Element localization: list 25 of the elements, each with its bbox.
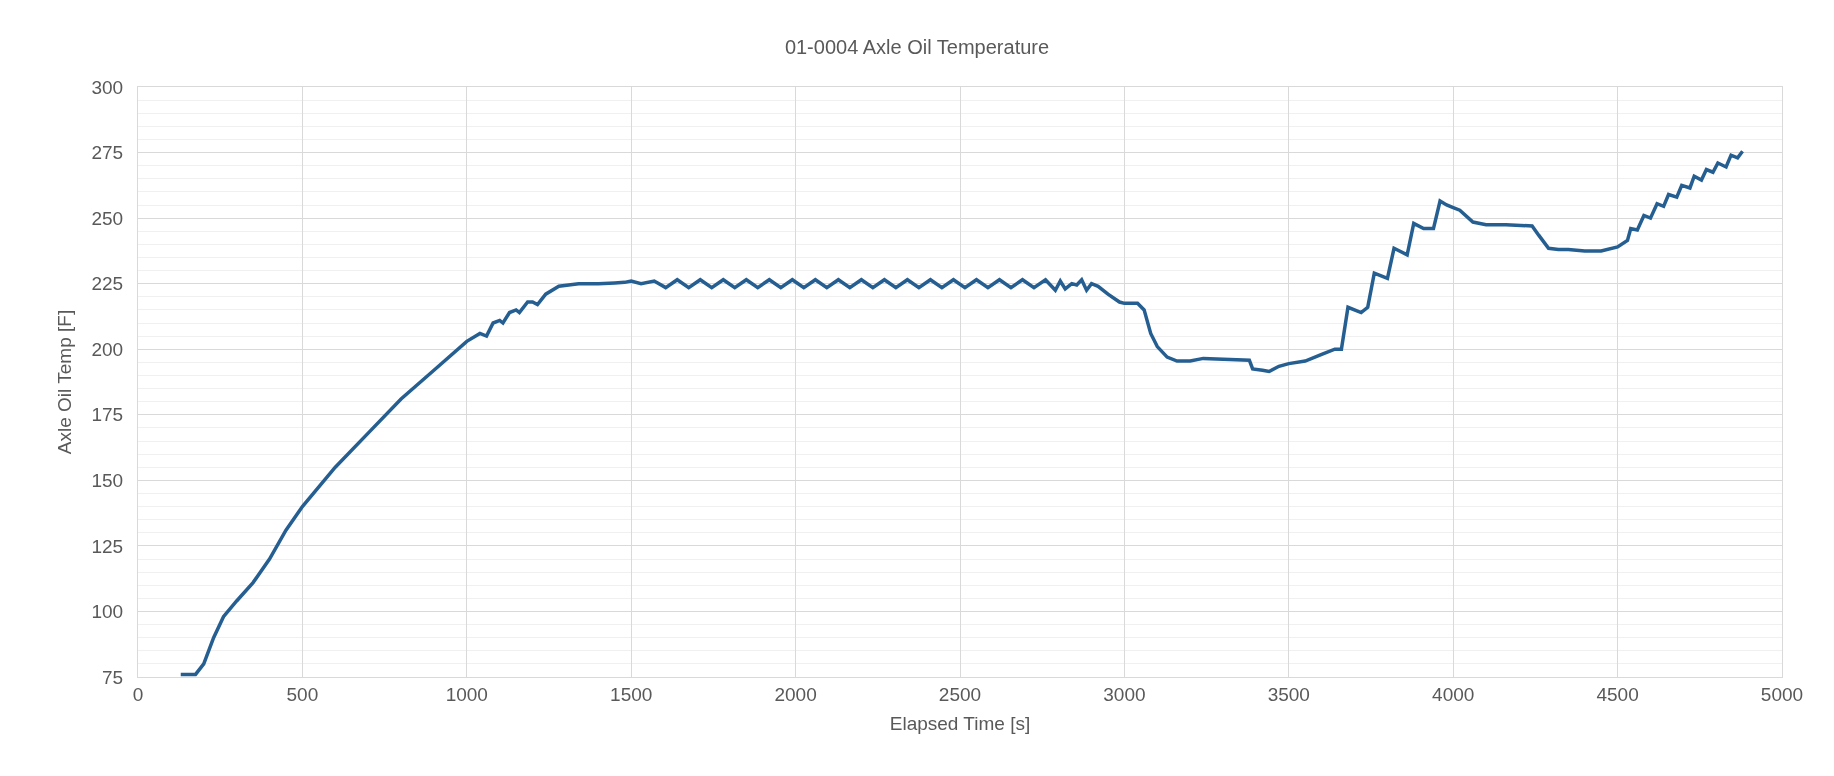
- y-tick-label: 150: [91, 469, 124, 491]
- y-tick-label: 200: [91, 338, 124, 360]
- x-axis-title: Elapsed Time [s]: [889, 712, 1031, 734]
- y-tick-label: 75: [102, 666, 124, 688]
- y-tick-label: 275: [91, 142, 124, 164]
- y-axis-title: Axle Oil Temp [F]: [54, 309, 76, 455]
- x-tick-label: 4000: [1432, 683, 1475, 705]
- chart-title: 01-0004 Axle Oil Temperature: [784, 35, 1050, 58]
- x-tick-label: 2500: [938, 683, 982, 705]
- x-tick-label: 3000: [1103, 683, 1146, 705]
- y-tick-label: 300: [91, 76, 124, 98]
- x-tick-label: 2000: [774, 683, 817, 705]
- x-tick-label: 1000: [445, 683, 488, 705]
- x-tick-label: 500: [286, 683, 319, 705]
- y-tick-label: 100: [91, 601, 124, 623]
- line-series: [178, 149, 1745, 677]
- y-tick-label: 225: [91, 273, 124, 295]
- y-tick-label: 125: [91, 535, 124, 557]
- x-tick-label: 5000: [1760, 683, 1804, 705]
- x-tick-label: 4500: [1596, 683, 1639, 705]
- y-tick-label: 175: [91, 404, 124, 426]
- x-tick-label: 0: [132, 683, 144, 705]
- x-tick-label: 1500: [610, 683, 653, 705]
- y-tick-label: 250: [91, 207, 124, 229]
- x-tick-label: 3500: [1267, 683, 1310, 705]
